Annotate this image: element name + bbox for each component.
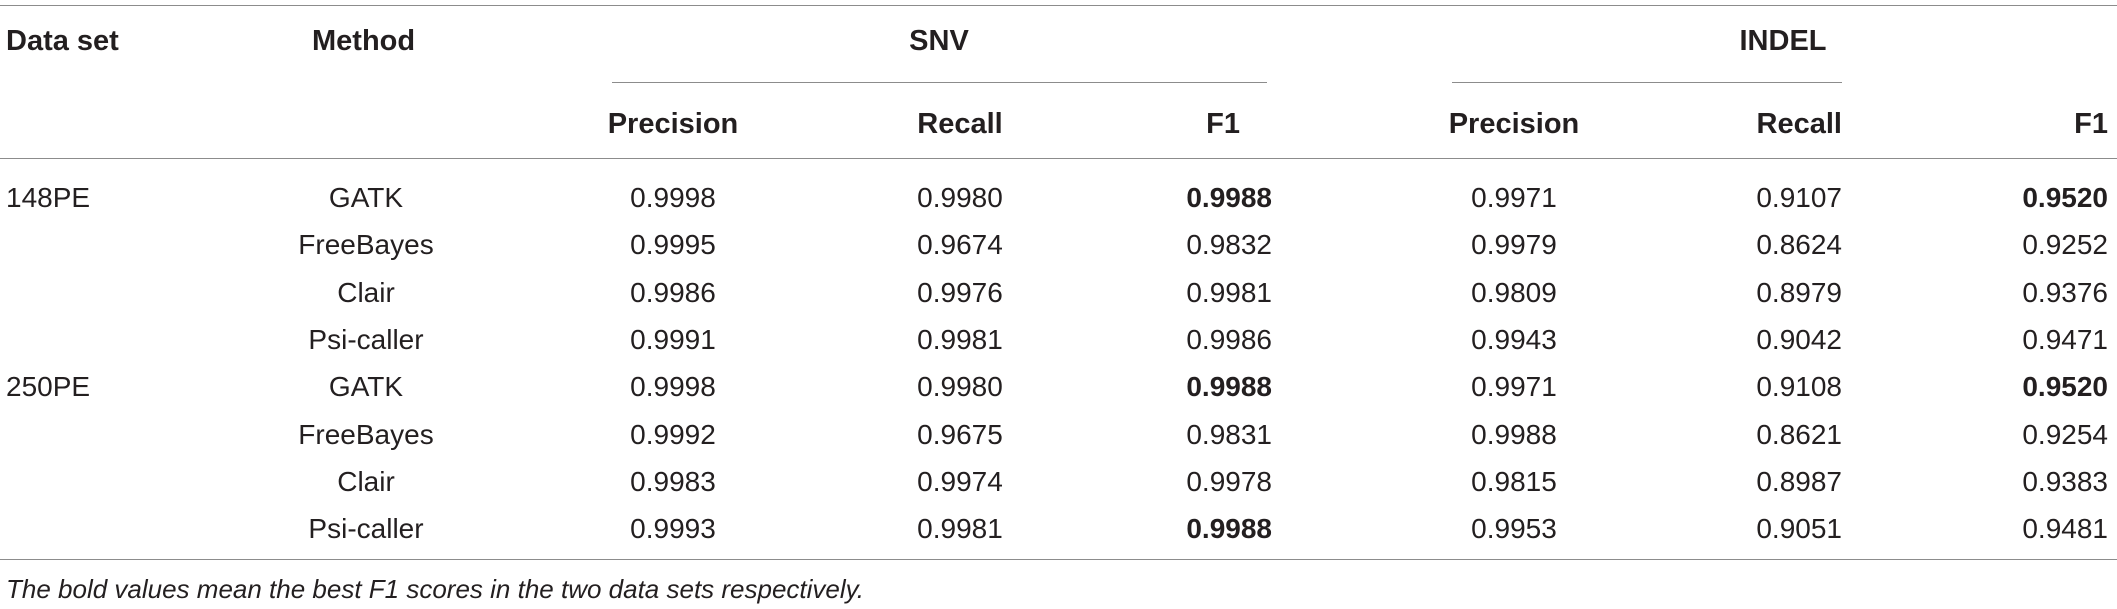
cell-snv-f1: 0.9831 bbox=[1186, 419, 1272, 450]
cell-indel-recall: 0.8621 bbox=[1756, 419, 1842, 450]
cell-indel-f1: 0.9520 bbox=[2022, 371, 2108, 402]
cell-snv-recall: 0.9675 bbox=[917, 419, 1003, 450]
cell-snv-precision: 0.9993 bbox=[630, 513, 716, 544]
cell-indel-recall: 0.9042 bbox=[1756, 324, 1842, 355]
table-bottom-rule bbox=[0, 559, 2117, 560]
cell-indel-precision: 0.9815 bbox=[1471, 466, 1557, 497]
table-top-rule bbox=[0, 5, 2117, 6]
cell-method: Clair bbox=[337, 277, 395, 308]
cell-method: Psi-caller bbox=[308, 324, 424, 355]
cell-indel-precision: 0.9943 bbox=[1471, 324, 1557, 355]
cell-snv-recall: 0.9974 bbox=[917, 466, 1003, 497]
cell-snv-f1: 0.9832 bbox=[1186, 229, 1272, 260]
header-snv: SNV bbox=[909, 25, 969, 57]
cell-snv-recall: 0.9980 bbox=[917, 182, 1003, 213]
cell-snv-precision: 0.9983 bbox=[630, 466, 716, 497]
cell-indel-precision: 0.9979 bbox=[1471, 229, 1557, 260]
cell-snv-precision: 0.9992 bbox=[630, 419, 716, 450]
cell-method: Psi-caller bbox=[308, 513, 424, 544]
cell-indel-recall: 0.8979 bbox=[1756, 277, 1842, 308]
cell-method: FreeBayes bbox=[298, 229, 434, 260]
cell-indel-f1: 0.9481 bbox=[2022, 513, 2108, 544]
header-snv-precision: Precision bbox=[607, 108, 739, 140]
cell-indel-f1: 0.9471 bbox=[2022, 324, 2108, 355]
cell-indel-recall: 0.9051 bbox=[1756, 513, 1842, 544]
cell-indel-precision: 0.9971 bbox=[1471, 371, 1557, 402]
header-bottom-rule bbox=[0, 158, 2117, 159]
cell-snv-f1: 0.9978 bbox=[1186, 466, 1272, 497]
cell-dataset: 250PE bbox=[6, 371, 91, 402]
cell-snv-recall: 0.9981 bbox=[917, 513, 1003, 544]
cell-indel-precision: 0.9971 bbox=[1471, 182, 1557, 213]
cell-snv-recall: 0.9980 bbox=[917, 371, 1003, 402]
cell-indel-recall: 0.8987 bbox=[1756, 466, 1842, 497]
cell-indel-precision: 0.9809 bbox=[1471, 277, 1557, 308]
cell-indel-f1: 0.9376 bbox=[2022, 277, 2108, 308]
cell-snv-recall: 0.9674 bbox=[917, 229, 1003, 260]
cell-indel-f1: 0.9520 bbox=[2022, 182, 2108, 213]
snv-group-rule bbox=[612, 82, 1267, 83]
header-snv-recall: Recall bbox=[917, 108, 1003, 140]
header-method: Method bbox=[312, 25, 416, 57]
cell-indel-recall: 0.8624 bbox=[1756, 229, 1842, 260]
header-indel-recall: Recall bbox=[1756, 108, 1842, 140]
cell-indel-recall: 0.9108 bbox=[1756, 371, 1842, 402]
cell-method: Clair bbox=[337, 466, 395, 497]
cell-snv-precision: 0.9986 bbox=[630, 277, 716, 308]
cell-snv-f1: 0.9981 bbox=[1186, 277, 1272, 308]
cell-indel-precision: 0.9988 bbox=[1471, 419, 1557, 450]
indel-group-rule bbox=[1452, 82, 1842, 83]
header-indel-precision: Precision bbox=[1448, 108, 1580, 140]
table-footnote: The bold values mean the best F1 scores … bbox=[6, 574, 864, 604]
header-snv-f1: F1 bbox=[1206, 108, 1240, 140]
cell-snv-precision: 0.9995 bbox=[630, 229, 716, 260]
cell-snv-recall: 0.9976 bbox=[917, 277, 1003, 308]
cell-indel-f1: 0.9252 bbox=[2022, 229, 2108, 260]
cell-method: GATK bbox=[328, 182, 404, 213]
header-dataset: Data set bbox=[6, 25, 119, 57]
cell-snv-f1: 0.9988 bbox=[1186, 513, 1272, 544]
cell-indel-f1: 0.9254 bbox=[2022, 419, 2108, 450]
cell-snv-recall: 0.9981 bbox=[917, 324, 1003, 355]
cell-snv-f1: 0.9988 bbox=[1186, 182, 1272, 213]
header-indel: INDEL bbox=[1739, 25, 1827, 57]
cell-snv-precision: 0.9998 bbox=[630, 182, 716, 213]
cell-snv-f1: 0.9988 bbox=[1186, 371, 1272, 402]
cell-method: FreeBayes bbox=[298, 419, 434, 450]
cell-method: GATK bbox=[328, 371, 404, 402]
cell-snv-f1: 0.9986 bbox=[1186, 324, 1272, 355]
cell-dataset: 148PE bbox=[6, 182, 91, 213]
cell-snv-precision: 0.9991 bbox=[630, 324, 716, 355]
cell-snv-precision: 0.9998 bbox=[630, 371, 716, 402]
cell-indel-recall: 0.9107 bbox=[1756, 182, 1842, 213]
header-indel-f1: F1 bbox=[2074, 108, 2108, 140]
cell-indel-precision: 0.9953 bbox=[1471, 513, 1557, 544]
cell-indel-f1: 0.9383 bbox=[2022, 466, 2108, 497]
